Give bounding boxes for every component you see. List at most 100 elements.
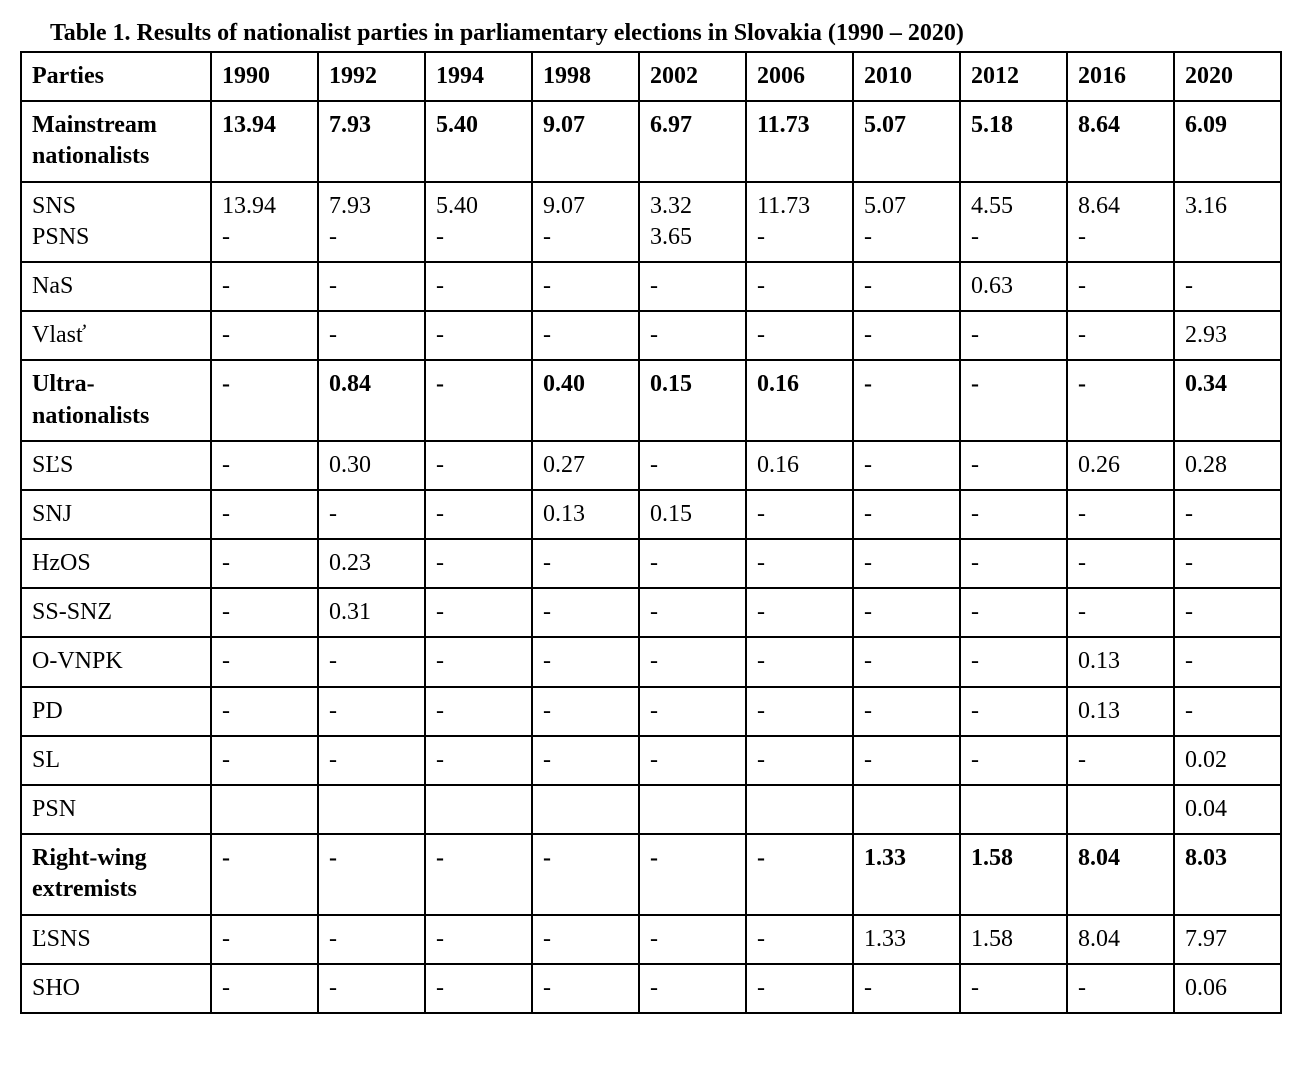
cell: -: [425, 262, 532, 311]
cell: 0.15: [639, 490, 746, 539]
cell: -: [1174, 490, 1281, 539]
cell: 0.63: [960, 262, 1067, 311]
row-label: SNJ: [21, 490, 211, 539]
cell: -: [1067, 539, 1174, 588]
table-row: PSN0.04: [21, 785, 1281, 834]
cell: -: [318, 687, 425, 736]
cell: 3.323.65: [639, 182, 746, 262]
cell: -: [746, 262, 853, 311]
cell: -: [1174, 539, 1281, 588]
cell: -: [318, 311, 425, 360]
cell: -: [532, 311, 639, 360]
cell-value: 4.55: [971, 191, 1056, 222]
cell: 8.03: [1174, 834, 1281, 914]
cell: 5.07: [853, 101, 960, 181]
cell: -: [318, 964, 425, 1013]
cell: -: [425, 360, 532, 440]
cell: [318, 785, 425, 834]
table-row: Mainstream nationalists13.947.935.409.07…: [21, 101, 1281, 181]
cell: 1.33: [853, 915, 960, 964]
table-row: SHO---------0.06: [21, 964, 1281, 1013]
row-label: HzOS: [21, 539, 211, 588]
cell: -: [960, 637, 1067, 686]
row-label: Right-wing extremists: [21, 834, 211, 914]
cell: -: [318, 736, 425, 785]
cell: -: [639, 588, 746, 637]
cell: -: [211, 637, 318, 686]
cell: 9.07: [532, 101, 639, 181]
cell: -: [532, 262, 639, 311]
cell: -: [211, 311, 318, 360]
cell-value: 7.93: [329, 191, 414, 222]
cell-value: -: [222, 222, 307, 253]
cell: 0.16: [746, 441, 853, 490]
cell: 1.33: [853, 834, 960, 914]
col-parties: Parties: [21, 52, 211, 101]
cell: 7.93-: [318, 182, 425, 262]
row-label: ĽSNS: [21, 915, 211, 964]
cell: -: [318, 490, 425, 539]
cell: -: [746, 311, 853, 360]
cell: -: [211, 687, 318, 736]
cell: 6.97: [639, 101, 746, 181]
cell-value: 8.64: [1078, 191, 1163, 222]
cell: 0.16: [746, 360, 853, 440]
cell: -: [853, 637, 960, 686]
cell: 0.15: [639, 360, 746, 440]
cell: -: [853, 490, 960, 539]
col-1994: 1994: [425, 52, 532, 101]
cell: [425, 785, 532, 834]
col-1992: 1992: [318, 52, 425, 101]
row-label: Ultra-nationalists: [21, 360, 211, 440]
cell: -: [1067, 964, 1174, 1013]
row-label: PD: [21, 687, 211, 736]
cell: 1.58: [960, 834, 1067, 914]
cell: 6.09: [1174, 101, 1281, 181]
cell: 3.16: [1174, 182, 1281, 262]
cell: -: [425, 915, 532, 964]
cell: -: [639, 915, 746, 964]
cell: 8.04: [1067, 915, 1174, 964]
row-label: NaS: [21, 262, 211, 311]
cell: -: [1067, 490, 1174, 539]
cell: 9.07-: [532, 182, 639, 262]
table-title: Table 1. Results of nationalist parties …: [20, 20, 1288, 47]
cell: -: [1067, 311, 1174, 360]
cell: 0.30: [318, 441, 425, 490]
row-label: SL: [21, 736, 211, 785]
cell: -: [639, 637, 746, 686]
cell: -: [1174, 637, 1281, 686]
cell: 0.13: [1067, 637, 1174, 686]
cell: -: [211, 915, 318, 964]
table-row: Right-wing extremists------1.331.588.048…: [21, 834, 1281, 914]
table-row: PD--------0.13-: [21, 687, 1281, 736]
cell: -: [532, 915, 639, 964]
cell: -: [211, 588, 318, 637]
table-row: SNJ---0.130.15-----: [21, 490, 1281, 539]
cell-value: -: [329, 222, 414, 253]
cell: -: [211, 262, 318, 311]
cell: -: [532, 687, 639, 736]
row-label: SNSPSNS: [21, 182, 211, 262]
cell: 2.93: [1174, 311, 1281, 360]
row-sublabel: PSNS: [32, 222, 200, 253]
cell: -: [960, 311, 1067, 360]
cell: -: [746, 539, 853, 588]
row-label: O-VNPK: [21, 637, 211, 686]
row-label: SHO: [21, 964, 211, 1013]
cell: -: [853, 687, 960, 736]
cell: 0.06: [1174, 964, 1281, 1013]
cell: -: [532, 964, 639, 1013]
cell: -: [639, 687, 746, 736]
cell: -: [425, 490, 532, 539]
cell: -: [1174, 588, 1281, 637]
cell: [211, 785, 318, 834]
cell: 11.73-: [746, 182, 853, 262]
row-label: SĽS: [21, 441, 211, 490]
cell: 7.93: [318, 101, 425, 181]
cell: -: [425, 441, 532, 490]
cell: 1.58: [960, 915, 1067, 964]
cell: -: [853, 262, 960, 311]
table-row: Vlasť---------2.93: [21, 311, 1281, 360]
cell: -: [211, 490, 318, 539]
